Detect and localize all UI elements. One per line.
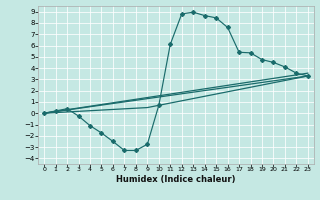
X-axis label: Humidex (Indice chaleur): Humidex (Indice chaleur) bbox=[116, 175, 236, 184]
